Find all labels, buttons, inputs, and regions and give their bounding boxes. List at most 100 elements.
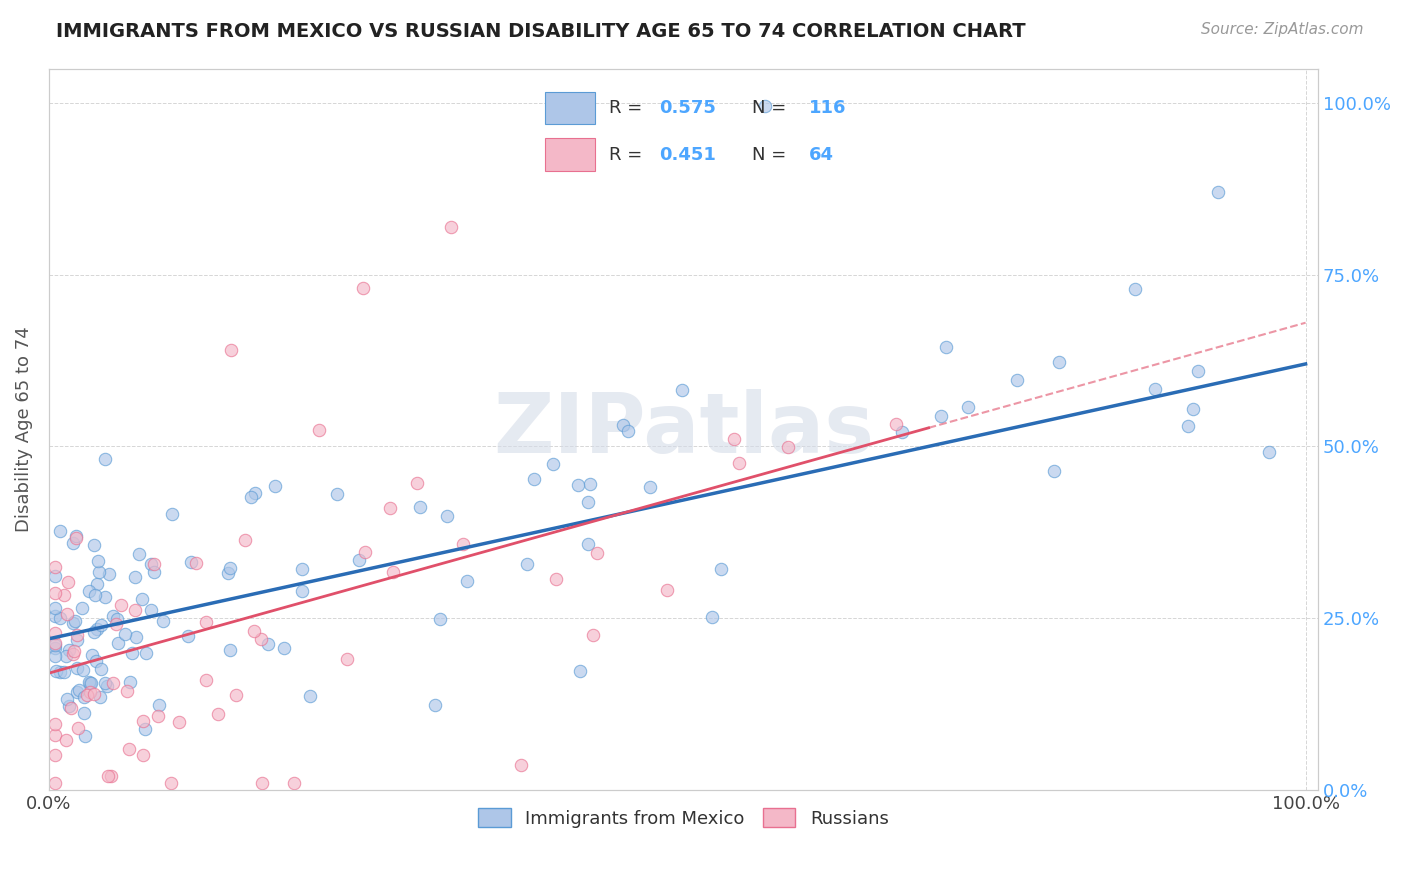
- Point: [640, 480, 662, 494]
- Point: [44, 559, 66, 574]
- Point: [48, 665, 70, 679]
- Point: [56, 575, 79, 590]
- Point: [219, 561, 242, 575]
- Point: [1206, 185, 1229, 199]
- Point: [568, 665, 591, 679]
- Point: [44, 640, 66, 655]
- Point: [66, 632, 89, 647]
- Point: [585, 546, 607, 560]
- Point: [128, 547, 150, 561]
- Point: [63, 614, 86, 628]
- Point: [83, 538, 105, 552]
- Point: [55, 648, 77, 663]
- Point: [167, 714, 190, 729]
- Y-axis label: Disability Age 65 to 74: Disability Age 65 to 74: [15, 326, 32, 533]
- Point: [45, 664, 67, 678]
- Point: [352, 281, 374, 295]
- Point: [72, 663, 94, 677]
- Point: [1007, 373, 1029, 387]
- Point: [58, 643, 80, 657]
- Point: [44, 586, 66, 600]
- Point: [105, 616, 128, 631]
- Point: [283, 776, 305, 790]
- Point: [70, 601, 93, 615]
- Point: [100, 769, 122, 783]
- Point: [139, 558, 162, 572]
- Point: [243, 624, 266, 638]
- Point: [353, 544, 375, 558]
- Point: [44, 568, 66, 582]
- Point: [308, 423, 330, 437]
- Point: [90, 618, 112, 632]
- Point: [44, 649, 66, 664]
- Point: [44, 609, 66, 624]
- Point: [83, 687, 105, 701]
- Point: [612, 418, 634, 433]
- Point: [1258, 445, 1281, 459]
- Point: [44, 625, 66, 640]
- Point: [66, 660, 89, 674]
- Point: [143, 557, 166, 571]
- Point: [616, 425, 638, 439]
- Point: [53, 588, 76, 602]
- Point: [80, 676, 103, 690]
- Point: [325, 487, 347, 501]
- Point: [75, 730, 97, 744]
- Point: [97, 566, 120, 581]
- Point: [148, 709, 170, 723]
- Point: [184, 556, 207, 570]
- Point: [58, 698, 80, 713]
- Point: [94, 590, 117, 604]
- Point: [250, 632, 273, 647]
- Point: [114, 626, 136, 640]
- Point: [582, 628, 605, 642]
- Point: [336, 652, 359, 666]
- Point: [194, 615, 217, 629]
- Point: [655, 583, 678, 598]
- Point: [180, 555, 202, 569]
- Point: [79, 685, 101, 699]
- Point: [1182, 401, 1205, 416]
- Point: [77, 584, 100, 599]
- Point: [56, 607, 79, 621]
- Point: [67, 721, 90, 735]
- Point: [132, 714, 155, 728]
- Point: [152, 615, 174, 629]
- Point: [89, 565, 111, 579]
- Point: [523, 472, 546, 486]
- Point: [160, 776, 183, 790]
- Point: [194, 673, 217, 687]
- Point: [710, 562, 733, 576]
- Point: [44, 717, 66, 731]
- Point: [83, 624, 105, 639]
- Point: [440, 219, 463, 234]
- Point: [1187, 363, 1209, 377]
- Point: [66, 685, 89, 699]
- Point: [429, 612, 451, 626]
- Point: [60, 701, 83, 715]
- Point: [135, 647, 157, 661]
- Point: [89, 690, 111, 705]
- Text: IMMIGRANTS FROM MEXICO VS RUSSIAN DISABILITY AGE 65 TO 74 CORRELATION CHART: IMMIGRANTS FROM MEXICO VS RUSSIAN DISABI…: [56, 22, 1026, 41]
- Point: [53, 665, 76, 679]
- Point: [207, 706, 229, 721]
- Point: [776, 440, 799, 454]
- Point: [118, 674, 141, 689]
- Point: [87, 554, 110, 568]
- Point: [49, 524, 72, 539]
- Point: [264, 479, 287, 493]
- Point: [115, 684, 138, 698]
- Point: [1123, 282, 1146, 296]
- Point: [256, 637, 278, 651]
- Point: [62, 616, 84, 631]
- Point: [96, 679, 118, 693]
- Point: [291, 584, 314, 599]
- Point: [86, 622, 108, 636]
- Point: [160, 507, 183, 521]
- Point: [44, 636, 66, 650]
- Point: [1047, 354, 1070, 368]
- Point: [90, 662, 112, 676]
- Point: [702, 610, 724, 624]
- Point: [233, 533, 256, 548]
- Text: Source: ZipAtlas.com: Source: ZipAtlas.com: [1201, 22, 1364, 37]
